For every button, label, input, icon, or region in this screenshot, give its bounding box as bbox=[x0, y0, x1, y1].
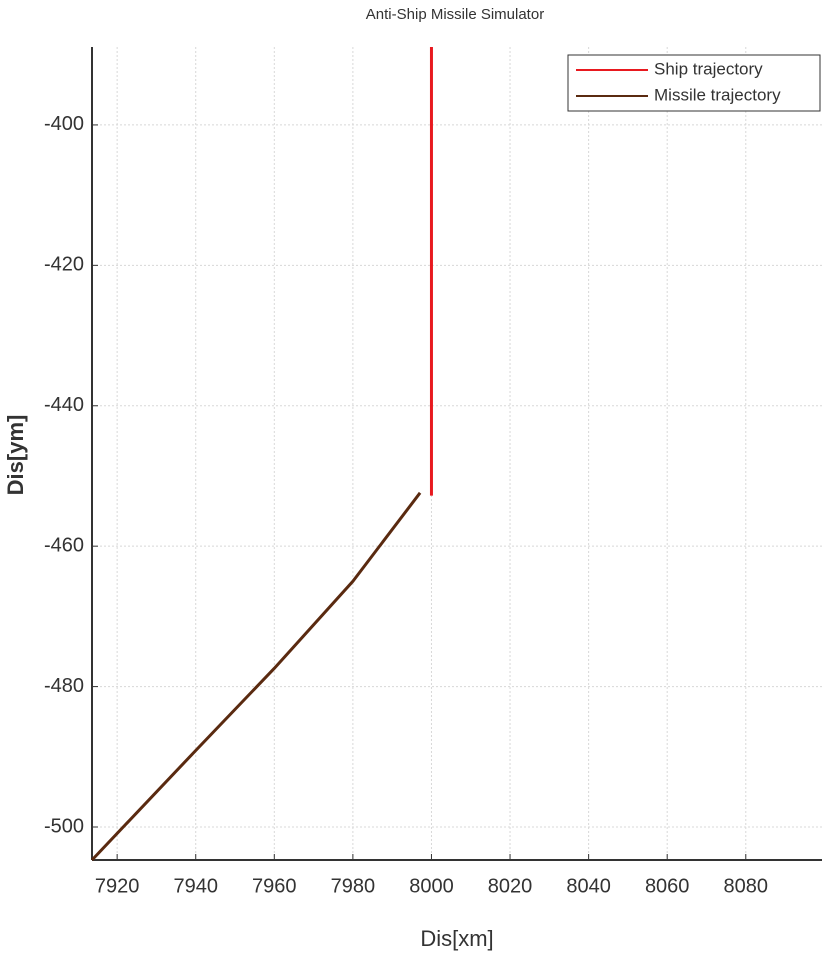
x-tick-label: 7980 bbox=[331, 875, 376, 897]
legend-label: Ship trajectory bbox=[654, 59, 763, 78]
legend-label: Missile trajectory bbox=[654, 85, 781, 104]
x-tick-label: 8000 bbox=[409, 875, 454, 897]
y-tick-label: -500 bbox=[44, 815, 84, 837]
x-tick-label: 8080 bbox=[724, 875, 769, 897]
x-tick-label: 8040 bbox=[566, 875, 611, 897]
x-tick-label: 8020 bbox=[488, 875, 533, 897]
y-axis-label: Dis[ym] bbox=[3, 415, 28, 496]
series-line bbox=[90, 491, 422, 862]
legend-box bbox=[567, 54, 821, 112]
x-axis-label: Dis[xm] bbox=[420, 926, 493, 951]
y-tick-label: -480 bbox=[44, 675, 84, 697]
x-tick-label: 7940 bbox=[173, 875, 218, 897]
legend: Ship trajectory Missile trajectory bbox=[567, 54, 821, 112]
y-tick-label: -440 bbox=[44, 394, 84, 416]
x-tick-label: 7960 bbox=[252, 875, 297, 897]
x-tick-label: 8060 bbox=[645, 875, 690, 897]
x-tick-label: 7920 bbox=[95, 875, 140, 897]
y-tick-label: -420 bbox=[44, 254, 84, 276]
chart-title: Anti-Ship Missile Simulator bbox=[366, 6, 544, 23]
y-tick-label: -460 bbox=[44, 534, 84, 556]
y-tick-label: -400 bbox=[44, 113, 84, 135]
